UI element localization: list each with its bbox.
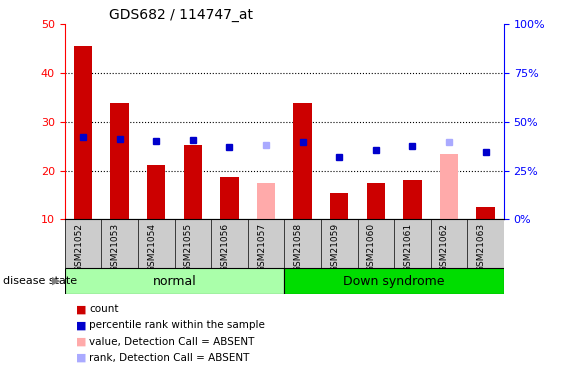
Text: value, Detection Call = ABSENT: value, Detection Call = ABSENT: [89, 337, 254, 346]
Text: GSM21058: GSM21058: [294, 223, 303, 272]
Bar: [284, 268, 504, 294]
Text: ■: ■: [76, 304, 87, 314]
Bar: [220, 177, 239, 219]
Text: GSM21059: GSM21059: [330, 223, 339, 272]
Text: count: count: [89, 304, 118, 314]
Bar: [74, 46, 92, 219]
Text: Down syndrome: Down syndrome: [343, 275, 445, 288]
Text: normal: normal: [153, 275, 196, 288]
Bar: [403, 180, 422, 219]
Text: ▶: ▶: [52, 276, 61, 285]
Bar: [293, 104, 312, 219]
Text: GSM21052: GSM21052: [74, 223, 83, 272]
Bar: [367, 183, 385, 219]
Bar: [184, 145, 202, 219]
Text: ■: ■: [76, 321, 87, 330]
Bar: [65, 268, 284, 294]
Text: ■: ■: [76, 353, 87, 363]
Text: ■: ■: [76, 337, 87, 346]
Text: disease state: disease state: [3, 276, 77, 285]
Text: GSM21063: GSM21063: [477, 223, 485, 272]
Bar: [440, 154, 458, 219]
Bar: [257, 183, 275, 219]
Text: GSM21061: GSM21061: [404, 223, 412, 272]
Text: GDS682 / 114747_at: GDS682 / 114747_at: [109, 8, 253, 22]
Text: GSM21055: GSM21055: [184, 223, 193, 272]
Text: rank, Detection Call = ABSENT: rank, Detection Call = ABSENT: [89, 353, 249, 363]
Bar: [147, 165, 166, 219]
Bar: [330, 193, 348, 219]
Bar: [110, 104, 129, 219]
Text: GSM21062: GSM21062: [440, 223, 449, 272]
Text: GSM21053: GSM21053: [111, 223, 120, 272]
Bar: [476, 207, 495, 219]
Text: percentile rank within the sample: percentile rank within the sample: [89, 321, 265, 330]
Text: GSM21056: GSM21056: [221, 223, 230, 272]
Text: GSM21060: GSM21060: [367, 223, 376, 272]
Text: GSM21057: GSM21057: [257, 223, 266, 272]
Text: GSM21054: GSM21054: [148, 223, 157, 272]
